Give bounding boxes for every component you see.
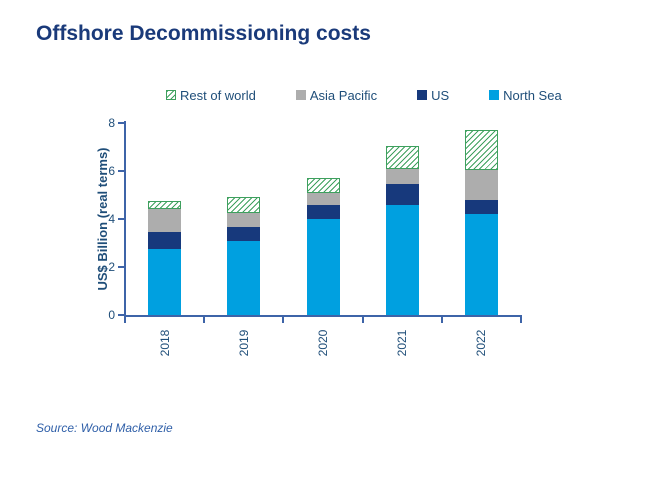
bar-segment-north-sea-2020 [307, 219, 340, 315]
legend-swatch-us-icon [417, 90, 428, 100]
y-axis-tick-label: 6 [108, 164, 115, 178]
y-axis-tick [118, 218, 124, 220]
x-axis-tick [520, 317, 522, 323]
x-axis-label-2022: 2022 [474, 329, 488, 357]
bar-2019 [227, 197, 260, 315]
x-axis-tick [124, 317, 126, 323]
x-axis-label-2019: 2019 [237, 329, 251, 357]
bar-segment-us-2021 [386, 184, 419, 205]
bar-segment-north-sea-2022 [465, 214, 498, 315]
bar-segment-rest-of-world-2022 [465, 130, 498, 170]
bar-2021 [386, 145, 419, 315]
y-axis-tick-label: 4 [108, 212, 115, 226]
bar-2020 [307, 178, 340, 315]
legend-item-us: US [417, 88, 449, 103]
y-axis-tick [118, 314, 124, 316]
bar-segment-rest-of-world-2019 [227, 197, 260, 214]
y-axis-tick [118, 266, 124, 268]
y-axis-line [124, 121, 126, 317]
chart-legend: Rest of world Asia Pacific US North Sea [166, 86, 562, 104]
legend-swatch-north-sea-icon [489, 90, 500, 100]
x-axis-tick [361, 317, 364, 323]
bar-segment-rest-of-world-2018 [148, 201, 181, 210]
y-axis-tick [118, 170, 124, 172]
bar-segment-asia-pacific-2019 [227, 213, 260, 228]
bar-2022 [465, 130, 498, 315]
bar-segment-north-sea-2019 [227, 240, 260, 315]
bar-segment-asia-pacific-2018 [148, 209, 181, 233]
bar-segment-rest-of-world-2020 [307, 178, 340, 193]
legend-label-rest-of-world: Rest of world [180, 87, 256, 103]
bar-segment-us-2018 [148, 232, 181, 249]
legend-swatch-asia-pacific-icon [295, 90, 306, 100]
bar-2018 [148, 201, 181, 315]
y-axis-tick-label: 8 [108, 116, 115, 130]
bar-segment-us-2019 [227, 227, 260, 241]
y-axis-tick-label: 0 [108, 308, 115, 322]
bar-segment-rest-of-world-2021 [386, 145, 419, 169]
legend-label-us: US [431, 87, 450, 103]
bar-segment-us-2020 [307, 204, 340, 219]
legend-label-asia-pacific: Asia Pacific [309, 87, 378, 103]
page-title: Offshore Decommissioning costs [36, 22, 371, 45]
bar-segment-asia-pacific-2020 [307, 192, 340, 205]
y-axis-tick-label: 2 [108, 260, 115, 274]
legend-item-asia-pacific: Asia Pacific [295, 87, 378, 103]
legend-item-north-sea: North Sea [489, 88, 562, 103]
x-axis-label-2018: 2018 [158, 329, 172, 357]
x-axis-tick [440, 317, 443, 323]
legend-label-north-sea: North Sea [503, 87, 562, 103]
x-axis-label-2020: 2020 [316, 329, 330, 357]
bar-segment-us-2022 [465, 199, 498, 215]
x-axis-tick [203, 317, 206, 323]
bar-segment-asia-pacific-2021 [386, 168, 419, 185]
x-axis-line [124, 315, 522, 317]
bar-segment-asia-pacific-2022 [465, 169, 498, 200]
bar-segment-north-sea-2021 [386, 204, 419, 315]
x-axis-tick [282, 317, 285, 323]
legend-swatch-rest-of-world-icon [166, 90, 176, 100]
source-note: Source: Wood Mackenzie [36, 421, 173, 435]
legend-item-rest-of-world: Rest of world [166, 88, 256, 103]
bar-segment-north-sea-2018 [148, 249, 181, 315]
x-axis-label-2021: 2021 [395, 329, 409, 357]
y-axis-tick [118, 122, 124, 124]
